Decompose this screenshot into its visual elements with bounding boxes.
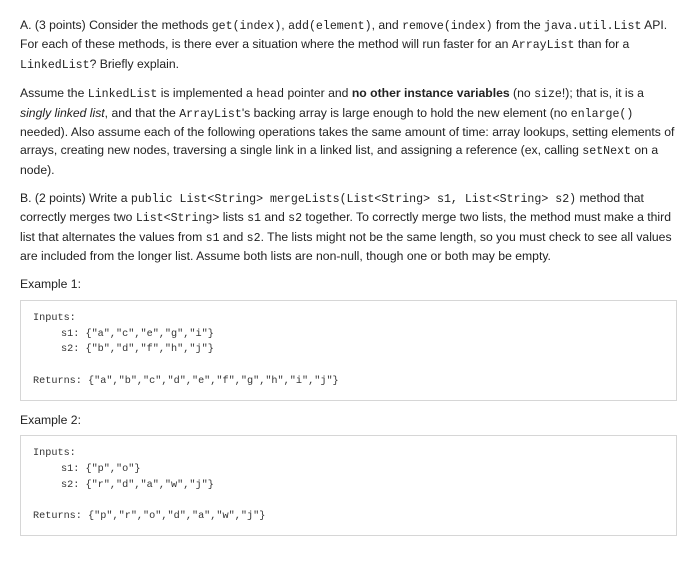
code-s1-b: s1: [206, 232, 220, 245]
italic-singly: singly linked list: [20, 106, 105, 120]
code-s2: s2: [288, 212, 302, 225]
code-head: head: [256, 88, 284, 101]
example-1-code: Inputs: s1: {"a","c","e","g","i"}s2: {"b…: [20, 300, 677, 401]
code-setnext: setNext: [582, 145, 631, 158]
example-2-label: Example 2:: [20, 411, 677, 429]
example-1-label: Example 1:: [20, 275, 677, 293]
code-list-api: java.util.List: [544, 20, 641, 33]
text: and: [220, 230, 247, 244]
text: , and: [372, 18, 403, 32]
code-add: add(element): [288, 20, 372, 33]
code-s1: s1: [247, 212, 261, 225]
text: needed). Also assume each of the followi…: [20, 125, 674, 157]
text: , and that the: [105, 106, 180, 120]
code-linkedlist-2: LinkedList: [88, 88, 158, 101]
code-remove: remove(index): [402, 20, 492, 33]
code-signature: public List<String> mergeLists(List<Stri…: [131, 193, 576, 206]
text: pointer and: [284, 86, 352, 100]
inputs-label-2: Inputs:: [33, 448, 76, 459]
text: A. (3 points) Consider the methods: [20, 18, 212, 32]
code-enlarge: enlarge(): [571, 108, 634, 121]
code-arraylist-2: ArrayList: [179, 108, 242, 121]
bold-no-other: no other instance variables: [352, 86, 510, 100]
example-2-s2: s2: {"r","d","a","w","j"}: [33, 478, 664, 494]
inputs-label: Inputs:: [33, 313, 76, 324]
text: is implemented a: [157, 86, 256, 100]
code-size: size: [534, 88, 562, 101]
code-get: get(index): [212, 20, 282, 33]
text: from the: [493, 18, 544, 32]
text: and: [261, 210, 288, 224]
text: Assume the: [20, 86, 88, 100]
code-liststring: List<String>: [136, 212, 220, 225]
text: than for a: [574, 37, 629, 51]
example-1-returns: Returns: {"a","b","c","d","e","f","g","h…: [33, 376, 339, 387]
code-linkedlist: LinkedList: [20, 59, 90, 72]
code-s2-b: s2: [247, 232, 261, 245]
part-a-assume: Assume the LinkedList is implemented a h…: [20, 84, 677, 179]
example-2-returns: Returns: {"p","r","o","d","a","w","j"}: [33, 511, 265, 522]
text: 's backing array is large enough to hold…: [242, 106, 571, 120]
text: lists: [219, 210, 247, 224]
example-1-s1: s1: {"a","c","e","g","i"}: [33, 327, 664, 343]
text: !); that is, it is a: [562, 86, 644, 100]
text: B. (2 points) Write a: [20, 191, 131, 205]
text: ? Briefly explain.: [90, 57, 179, 71]
code-arraylist: ArrayList: [512, 39, 575, 52]
text: (no: [510, 86, 534, 100]
part-b-intro: B. (2 points) Write a public List<String…: [20, 189, 677, 265]
part-a-intro: A. (3 points) Consider the methods get(i…: [20, 16, 677, 74]
example-2-s1: s1: {"p","o"}: [33, 462, 664, 478]
example-2-code: Inputs: s1: {"p","o"}s2: {"r","d","a","w…: [20, 435, 677, 536]
example-1-s2: s2: {"b","d","f","h","j"}: [33, 342, 664, 358]
